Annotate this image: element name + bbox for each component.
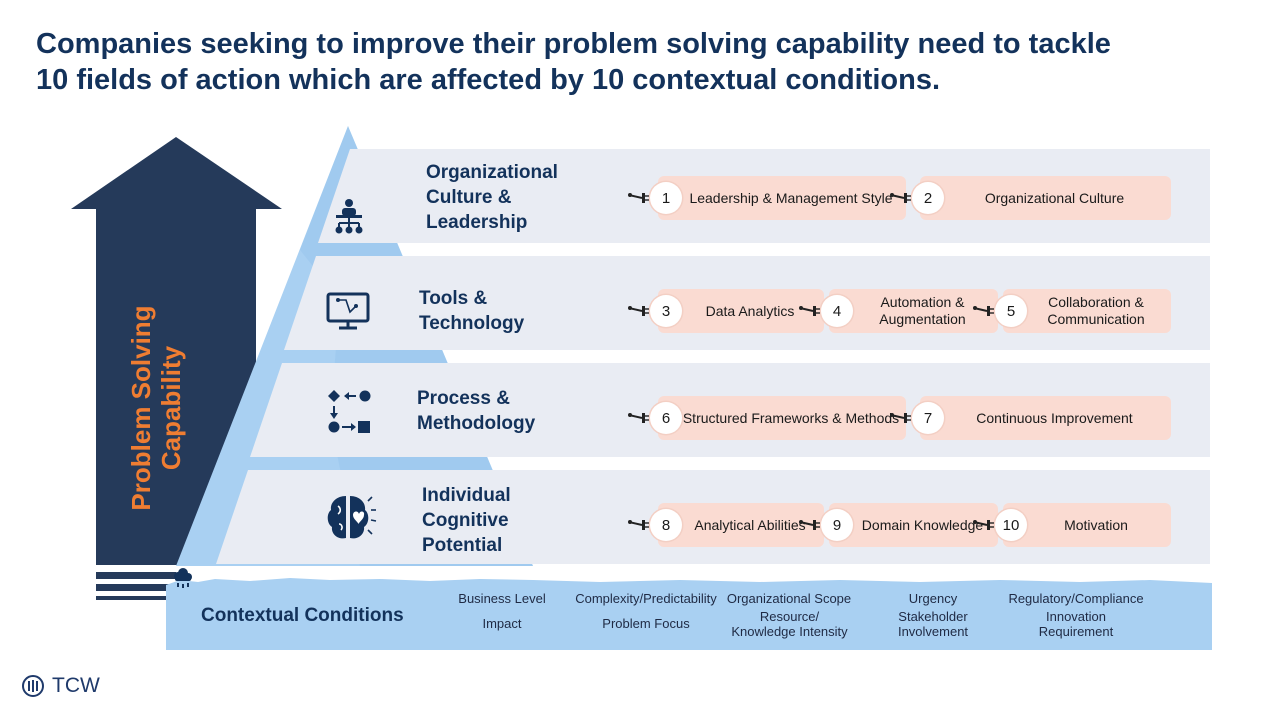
connector-plug-icon [628, 193, 649, 203]
condition-problem-focus: Problem Focus [602, 616, 690, 631]
layer-title-process: Process & Methodology [417, 388, 536, 434]
field-label: Analytical Abilities [694, 516, 806, 533]
connector-plug-icon [973, 520, 994, 530]
connector-plug-icon [890, 193, 911, 203]
field-label: Domain Knowledge [861, 516, 984, 533]
tcw-logo-icon [22, 675, 44, 697]
connector-plug-icon [628, 413, 649, 423]
condition-urgency: Urgency [908, 591, 958, 606]
rain-cloud-icon [174, 568, 192, 588]
field-label: Structured Frameworks & Methods [682, 409, 900, 426]
field-item: Collaboration & Communication [1003, 289, 1171, 333]
field-item: Leadership & Management Style [658, 176, 906, 220]
field-number: 10 [995, 509, 1027, 541]
connector-plug-icon [799, 306, 820, 316]
condition-regulatory: Regulatory/Compliance [1008, 591, 1144, 606]
arrow-base-stripe [96, 584, 176, 591]
field-item: Data Analytics [658, 289, 824, 333]
field-number: 3 [650, 295, 682, 327]
condition-innovation-requirement: Innovation Requirement [1038, 609, 1114, 639]
condition-resource-intensity: Resource/ Knowledge Intensity [731, 609, 848, 639]
field-item: Structured Frameworks & Methods [658, 396, 906, 440]
arrow-base-stripe [96, 596, 176, 600]
field-number: 7 [912, 402, 944, 434]
field-label: Automation & Augmentation [879, 294, 966, 327]
field-label: Leadership & Management Style [689, 189, 893, 206]
connector-plug-icon [973, 306, 994, 316]
field-number: 5 [995, 295, 1027, 327]
field-item: Organizational Culture [920, 176, 1171, 220]
condition-organizational-scope: Organizational Scope [726, 591, 852, 606]
connector-plug-icon [799, 520, 820, 530]
field-number: 9 [821, 509, 853, 541]
leadership-hierarchy-icon [335, 199, 363, 234]
field-number: 8 [650, 509, 682, 541]
connector-plug-icon [628, 306, 649, 316]
connector-plug-icon [628, 520, 649, 530]
condition-complexity: Complexity/Predictability [575, 591, 717, 606]
field-item: Analytical Abilities [658, 503, 824, 547]
field-label: Organizational Culture [984, 189, 1125, 206]
brain-icon [327, 496, 377, 539]
field-label: Collaboration & Communication [1047, 294, 1145, 327]
tcw-logo: TCW [22, 674, 100, 698]
field-item: Motivation [1003, 503, 1171, 547]
field-number: 4 [821, 295, 853, 327]
field-item: Automation & Augmentation [829, 289, 998, 333]
contextual-conditions-label: Contextual Conditions [201, 605, 404, 626]
condition-business-level: Business Level [458, 591, 546, 606]
process-flow-icon [328, 390, 371, 433]
field-item: Continuous Improvement [920, 396, 1171, 440]
field-number: 6 [650, 402, 682, 434]
problem-solving-capability-label: Problem Solving Capability [126, 305, 186, 511]
condition-stakeholder-involvement: Stakeholder Involvement [897, 609, 969, 639]
field-label: Continuous Improvement [976, 409, 1133, 426]
slide-title: Companies seeking to improve their probl… [36, 28, 1111, 96]
layer-title-culture: Organizational Culture & Leadership [426, 162, 558, 233]
condition-impact: Impact [482, 616, 522, 631]
layer-title-tools: Tools & Technology [419, 288, 525, 334]
field-label: Motivation [1064, 516, 1128, 533]
field-number: 1 [650, 182, 682, 214]
water-band [166, 578, 1212, 650]
arrow-base-stripe [96, 572, 176, 579]
connector-plug-icon [890, 413, 911, 423]
layer-title-cognitive: Individual Cognitive Potential [422, 485, 511, 556]
computer-monitor-icon [326, 292, 370, 330]
field-item: Domain Knowledge [829, 503, 998, 547]
field-number: 2 [912, 182, 944, 214]
field-label: Data Analytics [705, 302, 795, 319]
